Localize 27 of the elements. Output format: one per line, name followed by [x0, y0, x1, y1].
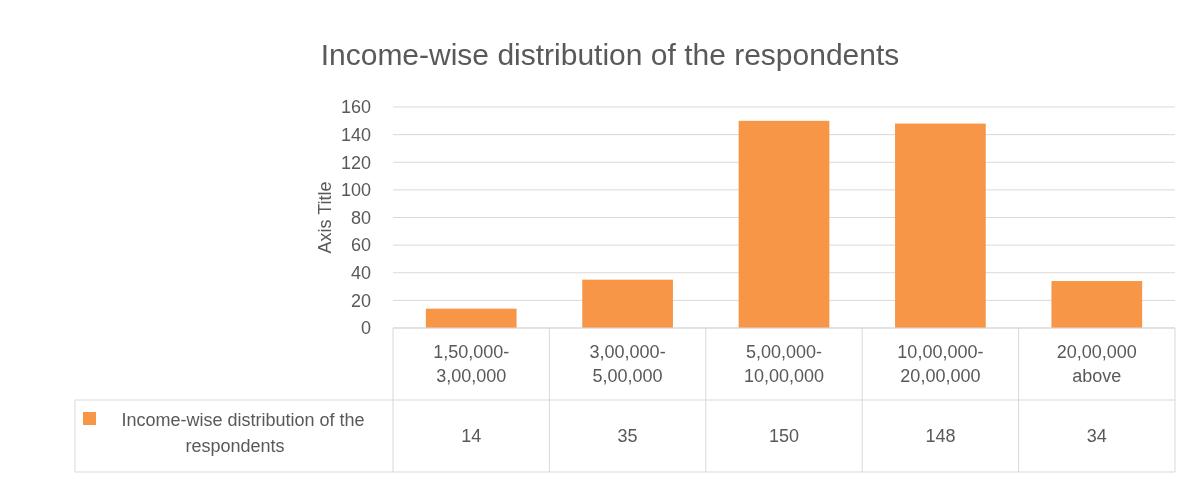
data-label: 14 — [461, 426, 482, 447]
legend-label: Income-wise distribution of the respondents — [121, 410, 365, 456]
bar — [1051, 281, 1143, 328]
bar — [425, 308, 517, 328]
y-tick-label: 80 — [350, 207, 371, 228]
y-tick-label: 40 — [350, 263, 371, 284]
x-tick-label: 5,00,000-10,00,000 — [743, 342, 825, 386]
y-tick-label: 140 — [340, 124, 371, 145]
data-label: 34 — [1086, 426, 1107, 447]
data-label: 35 — [617, 426, 638, 447]
data-label: 150 — [768, 426, 800, 447]
bar — [738, 120, 830, 328]
y-tick-label: 100 — [340, 180, 371, 201]
chart-title: Income-wise distribution of the respondents — [320, 38, 900, 71]
x-tick-label: 10,00,000-20,00,000 — [897, 342, 984, 386]
y-axis-title: Axis Title — [315, 181, 335, 254]
y-tick-label: 160 — [340, 97, 371, 118]
y-tick-label: 120 — [340, 152, 371, 173]
x-tick-label: 1,50,000-3,00,000 — [433, 342, 510, 386]
bar — [582, 279, 673, 328]
bar — [895, 123, 986, 328]
y-tick-label: 0 — [360, 318, 371, 339]
y-tick-label: 20 — [350, 290, 371, 311]
x-tick-label: 20,00,000 above — [1056, 342, 1137, 386]
x-tick-label: 3,00,000-5,00,000 — [589, 342, 666, 386]
data-label: 148 — [925, 426, 956, 447]
y-tick-label: 60 — [350, 235, 371, 256]
